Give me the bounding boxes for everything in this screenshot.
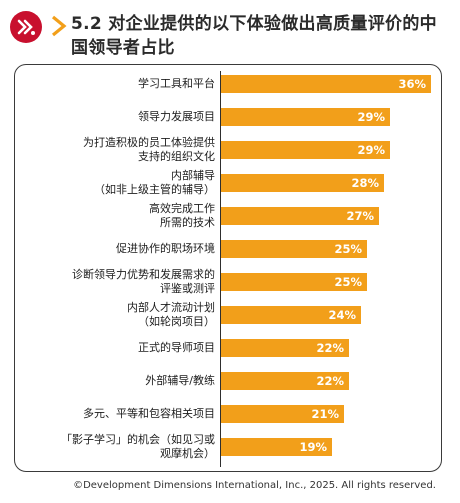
- logo-mark-icon: [17, 19, 35, 35]
- chart-header: 5.2 对企业提供的以下体验做出高质量评价的中国领导者占比: [8, 8, 456, 62]
- category-label: 外部辅导/教练: [145, 374, 215, 387]
- bar-value-label: 28%: [351, 176, 379, 190]
- bar: 29%: [221, 141, 390, 159]
- bar: 24%: [221, 306, 361, 324]
- bar-value-label: 29%: [357, 110, 385, 124]
- chart-title: 5.2 对企业提供的以下体验做出高质量评价的中国领导者占比: [71, 14, 437, 58]
- bar: 22%: [221, 339, 349, 357]
- bar: 28%: [221, 174, 384, 192]
- chevron-right-icon: [51, 15, 67, 37]
- category-label: 高效完成工作 所需的技术: [149, 202, 215, 229]
- bar-row: 外部辅导/教练 22%: [15, 364, 441, 398]
- category-label: 正式的导师项目: [138, 341, 215, 354]
- bar-row: 诊断领导力优势和发展需求的 评鉴或测评 25%: [15, 265, 441, 299]
- category-label: 为打造积极的员工体验提供 支持的组织文化: [83, 136, 215, 163]
- bar: 25%: [221, 273, 367, 291]
- ddi-logo: [10, 11, 42, 43]
- bar-value-label: 22%: [316, 341, 344, 355]
- bar-row: 高效完成工作 所需的技术 27%: [15, 199, 441, 233]
- bar: 19%: [221, 438, 332, 456]
- bar-row: 内部辅导 （如非上级主管的辅导） 28%: [15, 166, 441, 200]
- category-label: 促进协作的职场环境: [116, 242, 215, 255]
- chart-axis-line: [220, 71, 221, 467]
- bar-row: 为打造积极的员工体验提供 支持的组织文化 29%: [15, 133, 441, 167]
- category-label: 学习工具和平台: [138, 77, 215, 90]
- bar-value-label: 19%: [299, 440, 327, 454]
- bar: 36%: [221, 75, 431, 93]
- bar-value-label: 24%: [328, 308, 356, 322]
- bar: 29%: [221, 108, 390, 126]
- copyright-footer: ©Development Dimensions International, I…: [73, 480, 436, 491]
- bar-value-label: 25%: [334, 242, 362, 256]
- category-label: 诊断领导力优势和发展需求的 评鉴或测评: [72, 268, 215, 295]
- bar-value-label: 21%: [311, 407, 339, 421]
- category-label: 多元、平等和包容相关项目: [83, 407, 215, 420]
- bar-row: 学习工具和平台 36%: [15, 67, 441, 101]
- bar-row: 正式的导师项目 22%: [15, 331, 441, 365]
- bar-row: 促进协作的职场环境 25%: [15, 232, 441, 266]
- bar-value-label: 22%: [316, 374, 344, 388]
- bar-value-label: 36%: [398, 77, 426, 91]
- bar-value-label: 25%: [334, 275, 362, 289]
- category-label: 领导力发展项目: [138, 110, 215, 123]
- bar: 21%: [221, 405, 344, 423]
- bar-row: 领导力发展项目 29%: [15, 100, 441, 134]
- bar-row: 内部人才流动计划 （如轮岗项目） 24%: [15, 298, 441, 332]
- category-label: 内部辅导 （如非上级主管的辅导）: [94, 169, 215, 196]
- category-label: 内部人才流动计划 （如轮岗项目）: [127, 301, 215, 328]
- bar-row: 多元、平等和包容相关项目 21%: [15, 397, 441, 431]
- bar: 27%: [221, 207, 379, 225]
- bar-value-label: 27%: [346, 209, 374, 223]
- bar: 25%: [221, 240, 367, 258]
- bar-row: 「影子学习」的机会（如见习或 观摩机会） 19%: [15, 430, 441, 464]
- chart-panel: 学习工具和平台 36% 领导力发展项目 29% 为打造积极的员工体验提供 支持的组织文化…: [14, 64, 442, 472]
- category-label: 「影子学习」的机会（如见习或 观摩机会）: [61, 433, 215, 460]
- bar-value-label: 29%: [357, 143, 385, 157]
- bar: 22%: [221, 372, 349, 390]
